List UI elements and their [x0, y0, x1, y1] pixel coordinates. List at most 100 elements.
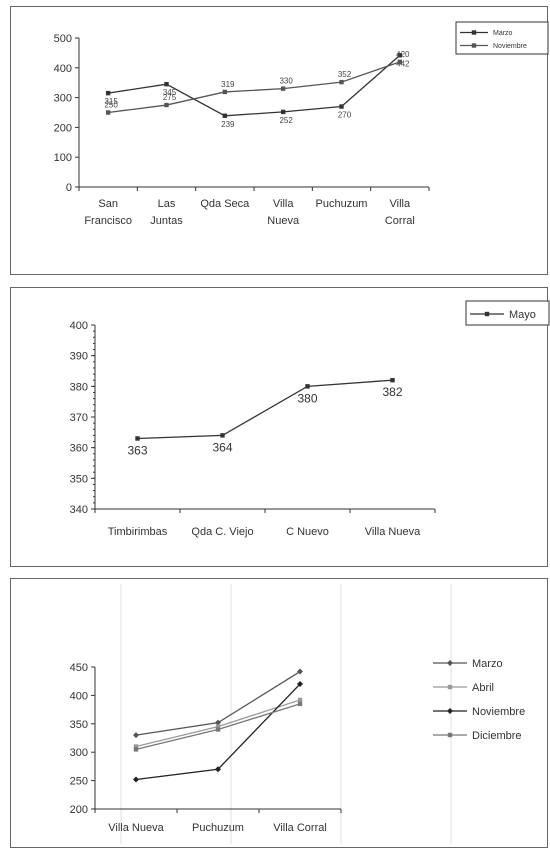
chart-1-y-tick-label: 300	[54, 93, 72, 105]
chart-3-svg: 200 250 300 350 400 450 Villa Nueva Puchuzum Vil…	[70, 584, 525, 844]
chart-1-data-label: 330	[279, 77, 293, 86]
chart-3-x-tick-label: Villa Nueva	[108, 822, 164, 834]
chart-1-x-tick-label: Villa	[390, 198, 411, 210]
chart-3-data-point	[215, 719, 221, 726]
chart-3-y-tick-label: 200	[70, 804, 88, 816]
chart-3-data-point	[297, 668, 303, 675]
chart-1-data-point	[105, 90, 111, 96]
chart-1-legend-marker	[471, 43, 477, 48]
chart-1-y-tick-label: 100	[54, 152, 72, 164]
chart-3-y-tick-label: 400	[70, 690, 88, 702]
chart-3-legend-label: Marzo	[472, 658, 503, 670]
chart-2-legend-marker	[484, 311, 490, 317]
chart-3-y-tick-label: 250	[70, 776, 88, 788]
chart-3-data-point	[215, 724, 221, 729]
chart-1-data-point	[280, 86, 286, 91]
chart-1-data-label: 442	[396, 59, 410, 68]
chart-2-y-tick-label: 400	[70, 320, 88, 332]
chart-3-legend-label: Abril	[472, 682, 494, 694]
chart-1-data-label: 420	[396, 50, 410, 59]
chart-3-y-tick-label: 350	[70, 719, 88, 731]
chart-1-data-label: 352	[338, 70, 352, 79]
chart-1-x-tick-label: Nueva	[267, 215, 300, 227]
chart-1-svg: 0 100 200 300 400 500 San Francisco Las Juntas Qda…	[54, 21, 549, 227]
chart-1-x-tick-label: Qda Seca	[200, 198, 250, 210]
chart-2-data-label: 363	[127, 443, 147, 457]
chart-3-data-point	[215, 766, 221, 773]
chart-1-data-label: 252	[279, 116, 293, 125]
chart-1-data-label: 239	[221, 120, 235, 129]
chart-3-data-point	[133, 744, 139, 749]
chart-1-x-tick-label: San	[98, 198, 118, 210]
chart-2-data-point	[220, 433, 225, 438]
chart-1-y-tick-label: 200	[54, 122, 72, 134]
chart-3-x-tick-label: Villa Corral	[273, 822, 327, 834]
chart-3-legend-marker	[447, 708, 453, 714]
chart-1-y-tick-label: 0	[66, 182, 72, 194]
chart-3-data-point	[133, 747, 139, 752]
chart-2-data-label: 364	[212, 440, 232, 454]
chart-2-y-tick-label: 350	[70, 473, 88, 485]
chart-3-data-point	[297, 697, 303, 703]
chart-2-x-tick-label: Villa Nueva	[365, 526, 421, 538]
chart-1-x-tick-label: Villa	[273, 198, 294, 210]
chart-2-legend-box	[465, 300, 550, 326]
chart-1-x-tick-label: Francisco	[84, 215, 132, 227]
chart-1-x-tick-label: Puchuzum	[316, 198, 368, 210]
chart-3-legend-marker	[447, 684, 453, 690]
chart-1-x-tick-label: Corral	[385, 215, 415, 227]
chart-3-data-point	[297, 701, 303, 707]
chart-2-data-point	[390, 378, 395, 383]
chart-1-data-point	[339, 104, 344, 109]
chart-3-legend-label: Noviembre	[472, 706, 525, 718]
chart-1-y-tick-label: 500	[54, 33, 72, 45]
chart-1-data-point	[339, 79, 344, 85]
chart-1-data-point	[397, 53, 403, 58]
chart-1-legend-label: Marzo	[493, 30, 513, 37]
chart-2-y-tick-label: 380	[70, 381, 88, 393]
chart-panel-2: 340 350 360 370 380 390 400 Timbirimbas Qda C. V…	[10, 287, 550, 567]
chart-panel-1: 0 100 200 300 400 500 San Francisco Las Juntas Qda…	[10, 6, 549, 275]
chart-2-x-tick-label: Qda C. Viejo	[191, 526, 253, 538]
chart-1-legend-marker	[471, 30, 477, 35]
chart-1-y-tick-label: 400	[54, 63, 72, 75]
chart-1-series-line	[108, 61, 401, 114]
chart-2-data-label: 380	[297, 391, 317, 405]
chart-1-legend-label: Noviembre	[493, 43, 527, 50]
chart-2-series-line	[137, 379, 393, 440]
chart-2-y-tick-label: 390	[70, 351, 88, 363]
chart-1-data-point	[164, 81, 169, 87]
chart-1-data-label: 275	[163, 93, 177, 102]
chart-1-data-point	[397, 59, 403, 65]
chart-1-data-label: 315	[104, 97, 118, 106]
chart-2-x-tick-label: C Nuevo	[286, 526, 329, 538]
chart-3-legend-marker	[447, 732, 453, 738]
chart-2-y-tick-label: 370	[70, 412, 88, 424]
chart-2-data-point	[305, 384, 310, 389]
chart-1-data-point	[222, 113, 228, 118]
chart-2-y-tick-label: 360	[70, 443, 88, 455]
chart-2-svg: 340 350 360 370 380 390 400 Timbirimbas Qda C. V…	[70, 300, 550, 538]
chart-1-data-label: 319	[221, 80, 235, 89]
chart-1-data-label: 250	[104, 101, 118, 110]
chart-3-legend-label: Diciembre	[472, 730, 522, 742]
chart-panel-3: 200 250 300 350 400 450 Villa Nueva Puchuzum Vil…	[10, 578, 548, 848]
chart-1-x-tick-label: Las	[158, 198, 176, 210]
chart-1-data-point	[222, 89, 228, 95]
chart-2-data-label: 382	[382, 385, 402, 399]
chart-2-x-tick-label: Timbirimbas	[108, 526, 168, 538]
chart-1-data-point	[164, 102, 169, 108]
chart-1-data-point	[280, 109, 286, 115]
chart-3-data-point	[297, 681, 303, 688]
chart-3-x-tick-label: Puchuzum	[192, 822, 244, 834]
chart-2-y-tick-label: 340	[70, 504, 88, 516]
chart-1-legend-box	[455, 21, 549, 55]
chart-3-data-point	[133, 732, 139, 739]
chart-3-y-tick-label: 450	[70, 662, 88, 674]
chart-1-x-tick-label: Juntas	[150, 215, 183, 227]
chart-1-data-label: 345	[163, 88, 177, 97]
chart-1-series-line	[108, 54, 401, 117]
chart-3-y-tick-label: 300	[70, 747, 88, 759]
chart-3-legend-marker	[447, 660, 453, 666]
chart-1-data-point	[105, 110, 111, 115]
